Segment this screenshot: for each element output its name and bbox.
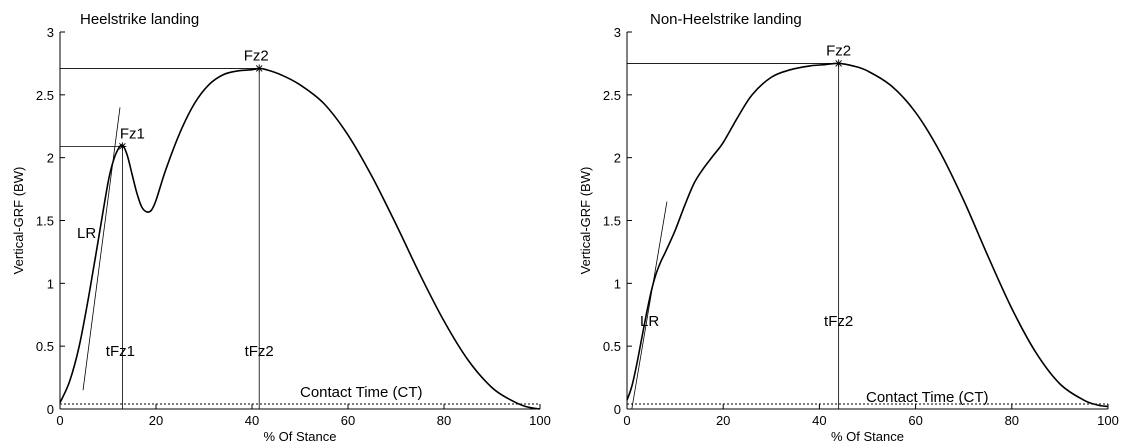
y-tick-label: 0	[47, 402, 54, 417]
y-tick-label: 2	[47, 151, 54, 166]
y-tick-label: 3	[47, 25, 54, 40]
peak-marker-stroke	[119, 143, 126, 150]
chart-title: Non-Heelstrike landing	[650, 11, 802, 28]
x-tick-label: 40	[812, 413, 826, 428]
peak-label: Fz2	[244, 47, 269, 64]
x-axis-label: % Of Stance	[264, 429, 337, 444]
y-tick-label: 0.5	[603, 339, 621, 354]
chart-title: Heelstrike landing	[80, 11, 199, 28]
x-tick-label: 100	[1097, 413, 1119, 428]
loading-rate-label: LR	[640, 313, 659, 330]
peak-time-label: tFz2	[245, 343, 274, 360]
contact-time-label: Contact Time (CT)	[300, 384, 423, 401]
y-tick-label: 3	[614, 25, 621, 40]
peak-time-label: tFz2	[824, 313, 853, 330]
x-tick-label: 100	[529, 413, 551, 428]
loading-rate-line	[82, 107, 121, 391]
chart-panel-non-heelstrike: 0 20 40 60 80 100 0 0.5 1 1.5 2 2.5 3 % Of Stance Vert…	[578, 11, 1119, 444]
vgrf-curve-line	[59, 67, 541, 410]
peak-label: Fz1	[120, 125, 145, 142]
x-tick-label: 40	[245, 413, 259, 428]
y-tick-label: 0.5	[36, 339, 54, 354]
x-tick-label: 0	[56, 413, 63, 428]
y-tick-label: 2.5	[36, 88, 54, 103]
y-tick-label: 0	[614, 402, 621, 417]
y-tick-label: 1	[47, 276, 54, 291]
y-axis-label: Vertical-GRF (BW)	[578, 167, 593, 275]
y-tick-label: 1.5	[36, 214, 54, 229]
peak-time-label: tFz1	[106, 343, 135, 360]
y-tick-label: 2.5	[603, 88, 621, 103]
loading-rate-label: LR	[77, 225, 96, 242]
peak-label: Fz2	[826, 42, 851, 59]
vgrf-curve-line	[626, 62, 1109, 408]
x-tick-label: 20	[716, 413, 730, 428]
y-tick-label: 2	[614, 151, 621, 166]
y-tick-label: 1.5	[603, 214, 621, 229]
x-tick-label: 0	[623, 413, 630, 428]
x-tick-label: 20	[149, 413, 163, 428]
x-axis-label: % Of Stance	[831, 429, 904, 444]
contact-time-label: Contact Time (CT)	[866, 389, 989, 406]
x-tick-label: 60	[908, 413, 922, 428]
y-axis-label: Vertical-GRF (BW)	[11, 167, 26, 275]
x-tick-label: 80	[1005, 413, 1019, 428]
x-tick-label: 60	[341, 413, 355, 428]
loading-rate-line	[631, 201, 668, 410]
x-tick-label: 80	[437, 413, 451, 428]
y-tick-label: 1	[614, 276, 621, 291]
chart-panel-heelstrike: 0 20 40 60 80 100 0 0.5 1 1.5 2 2.5 3 % Of Stance Vert…	[11, 11, 551, 444]
